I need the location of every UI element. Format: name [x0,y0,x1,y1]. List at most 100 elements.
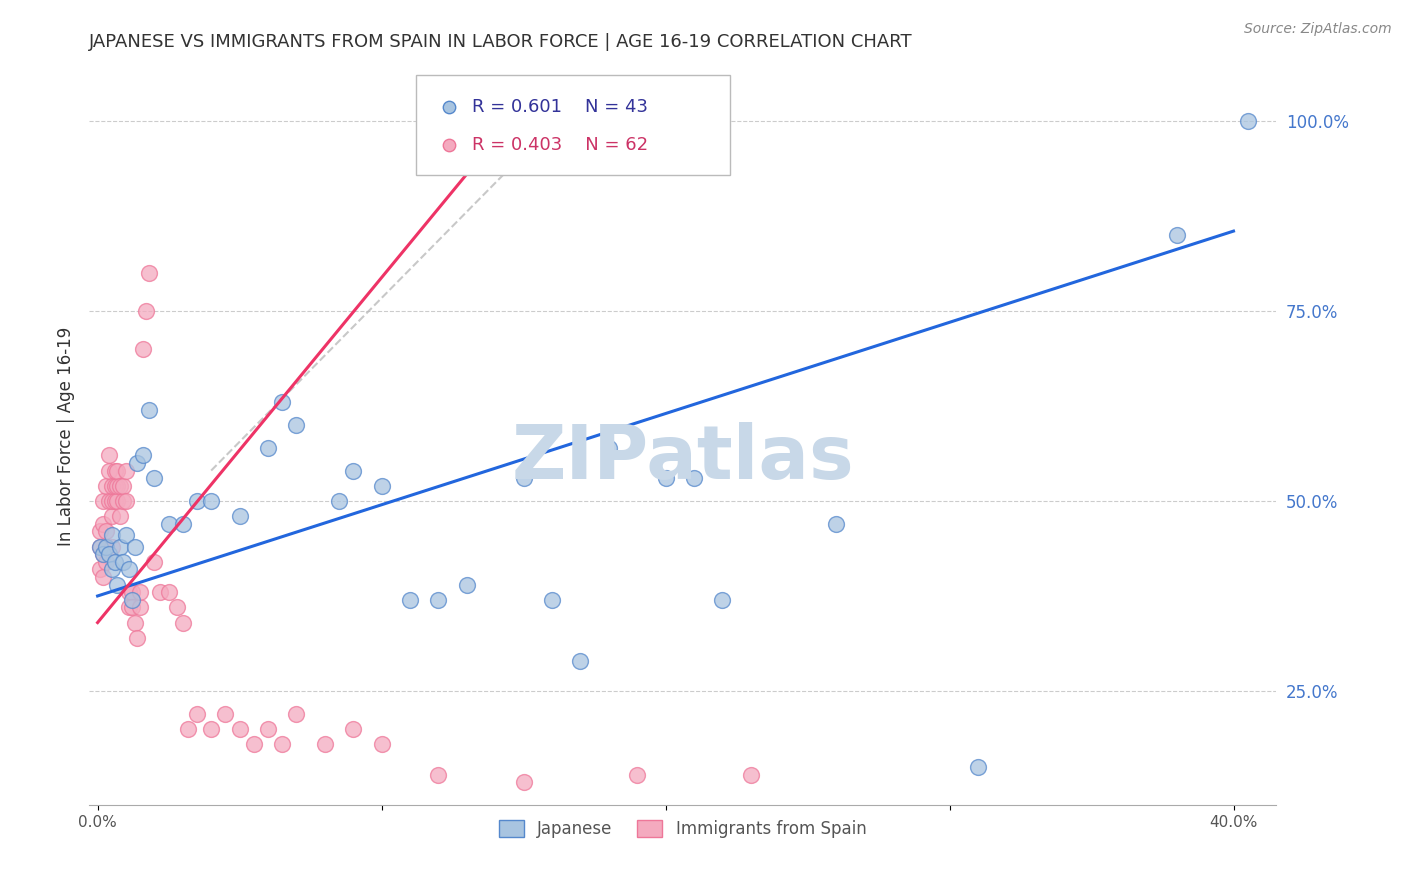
Point [135,304,157,318]
Point [172,516,194,531]
Point [94,524,117,539]
Text: R = 0.601    N = 43: R = 0.601 N = 43 [472,98,648,116]
Point [101,540,124,554]
Point [97,547,120,561]
Point [626,767,648,781]
Point [132,342,155,356]
Point [132,448,155,462]
Point [314,737,336,751]
Point [186,494,208,508]
Point [104,494,127,508]
Point [107,479,129,493]
Point [115,528,138,542]
Point [285,417,308,432]
Point [157,585,180,599]
Point [946,194,969,208]
Point [94,540,117,554]
Point [115,464,138,478]
Point [149,585,172,599]
Point [214,706,236,721]
Point [124,615,146,630]
Point [271,395,294,409]
FancyBboxPatch shape [416,75,730,175]
Point [456,577,478,591]
Point [157,516,180,531]
Point [101,479,124,493]
Point [89,540,111,554]
Point [104,464,127,478]
Legend: Japanese, Immigrants from Spain: Japanese, Immigrants from Spain [492,814,873,845]
Point [186,706,208,721]
Point [967,760,990,774]
Text: JAPANESE VS IMMIGRANTS FROM SPAIN IN LABOR FORCE | AGE 16-19 CORRELATION CHART: JAPANESE VS IMMIGRANTS FROM SPAIN IN LAB… [89,33,912,51]
Point [104,479,127,493]
Point [118,562,141,576]
Point [138,266,160,280]
Point [177,722,200,736]
Point [89,562,111,576]
Point [200,494,222,508]
Point [89,540,111,554]
Point [342,464,364,478]
Y-axis label: In Labor Force | Age 16-19: In Labor Force | Age 16-19 [58,326,75,546]
Point [200,722,222,736]
Point [172,615,194,630]
Point [285,706,308,721]
Point [107,464,129,478]
Point [127,456,149,470]
Text: R = 0.403    N = 62: R = 0.403 N = 62 [472,136,648,154]
Point [94,540,117,554]
Point [121,600,143,615]
Point [541,592,564,607]
Point [112,494,135,508]
Point [107,577,129,591]
Point [257,441,280,455]
Point [97,494,120,508]
Point [711,592,734,607]
Point [127,631,149,645]
Text: Source: ZipAtlas.com: Source: ZipAtlas.com [1244,22,1392,37]
Point [1236,114,1258,128]
Point [427,767,450,781]
Point [97,464,120,478]
Point [112,555,135,569]
Point [94,555,117,569]
Point [101,494,124,508]
Point [124,540,146,554]
Point [91,494,114,508]
Point [94,479,117,493]
Point [129,585,152,599]
Point [228,509,250,524]
Point [143,555,166,569]
Point [91,547,114,561]
Point [110,509,132,524]
Point [91,570,114,584]
Point [825,516,848,531]
Point [598,441,620,455]
Point [115,494,138,508]
Point [129,600,152,615]
Point [118,600,141,615]
Point [740,767,762,781]
Point [101,509,124,524]
Point [118,585,141,599]
Point [342,722,364,736]
Point [166,600,188,615]
Point [399,592,422,607]
Point [1166,227,1188,242]
Point [946,154,969,169]
Point [89,524,111,539]
Point [370,737,392,751]
Point [683,471,706,485]
Point [257,722,280,736]
Point [121,592,143,607]
Point [228,722,250,736]
Point [107,494,129,508]
Point [91,547,114,561]
Text: ZIPatlas: ZIPatlas [512,422,853,495]
Point [97,448,120,462]
Point [654,471,676,485]
Point [110,540,132,554]
Point [370,479,392,493]
Point [569,654,592,668]
